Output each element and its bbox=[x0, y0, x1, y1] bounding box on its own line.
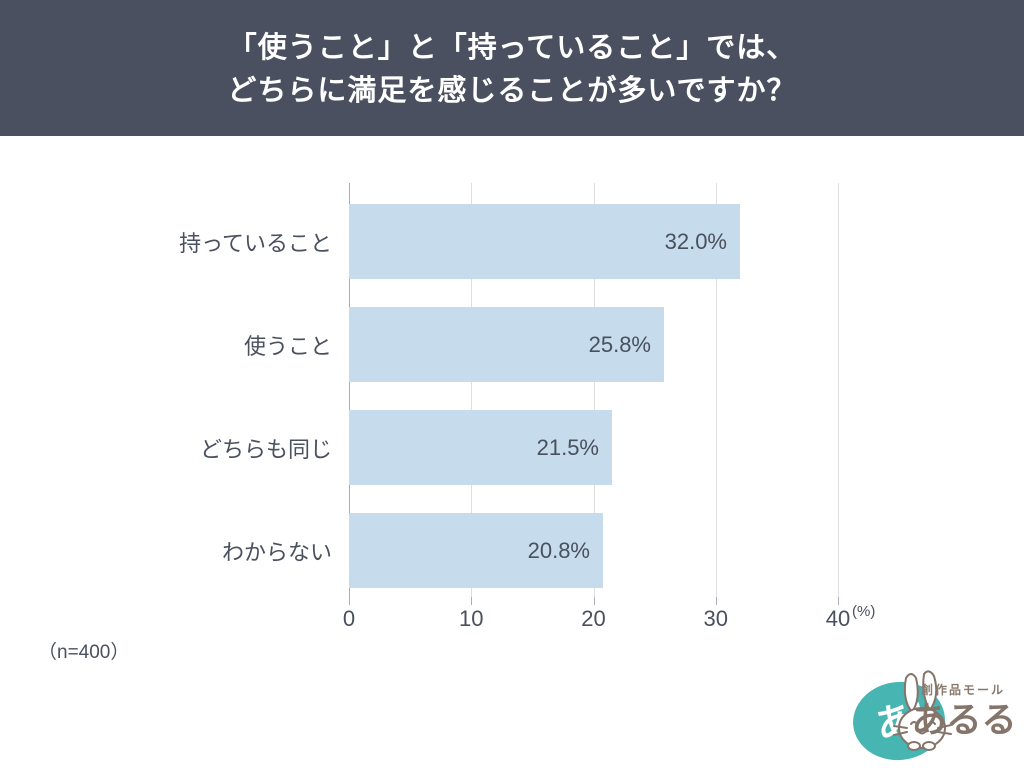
value-label: 25.8% bbox=[588, 331, 651, 357]
bar bbox=[349, 513, 603, 588]
x-axis-tick bbox=[593, 597, 595, 605]
category-label: どちらも同じ bbox=[199, 436, 332, 462]
rabbit-mascot-icon bbox=[893, 670, 952, 751]
value-label: 32.0% bbox=[664, 228, 727, 254]
value-label: 20.8% bbox=[527, 537, 590, 563]
logo-tagline: 創作品モール bbox=[920, 682, 1005, 697]
bar-chart: 0 10 20 30 40 持っていること 32.0% 使うこと 25.8% どちらも同じ 21.5… bbox=[0, 136, 1024, 636]
bar bbox=[349, 204, 740, 279]
x-axis-tick-label: 20 bbox=[581, 606, 606, 631]
x-axis-tick bbox=[349, 597, 350, 605]
gridline bbox=[471, 183, 473, 597]
value-label: 21.5% bbox=[536, 434, 599, 460]
gridline bbox=[593, 183, 595, 597]
y-axis-line bbox=[349, 183, 350, 597]
x-axis-tick-label: 40 bbox=[825, 606, 851, 631]
gridline bbox=[715, 183, 717, 597]
x-axis-tick-label: 0 bbox=[342, 606, 356, 631]
x-axis-tick bbox=[838, 597, 839, 605]
x-axis-tick-label: 30 bbox=[703, 606, 728, 631]
x-axis-tick bbox=[715, 597, 717, 605]
category-label: 持っていること bbox=[179, 230, 332, 256]
chart-title-banner: 「使うこと」と「持っていること」では、 どちらに満足を感じることが多いですか？ bbox=[0, 0, 1024, 136]
category-label: わからない bbox=[221, 539, 332, 565]
category-label: 使うこと bbox=[243, 333, 332, 359]
bar bbox=[349, 307, 664, 382]
x-axis-tick bbox=[471, 597, 473, 605]
brand-logo: あ! 創作品モール あるる bbox=[853, 670, 1017, 761]
chart-title-line2: どちらに満足を感じることが多いですか？ bbox=[227, 75, 797, 107]
sample-size-note: （n=400） bbox=[38, 642, 130, 663]
bar bbox=[349, 410, 612, 485]
x-axis-tick-label: 10 bbox=[459, 606, 484, 631]
x-axis-unit-label: (%) bbox=[852, 603, 876, 620]
gridline bbox=[838, 183, 839, 597]
logo-brand-text: あるる bbox=[911, 701, 1016, 740]
chart-title-line1: 「使うこと」と「持っていること」では、 bbox=[227, 32, 797, 64]
